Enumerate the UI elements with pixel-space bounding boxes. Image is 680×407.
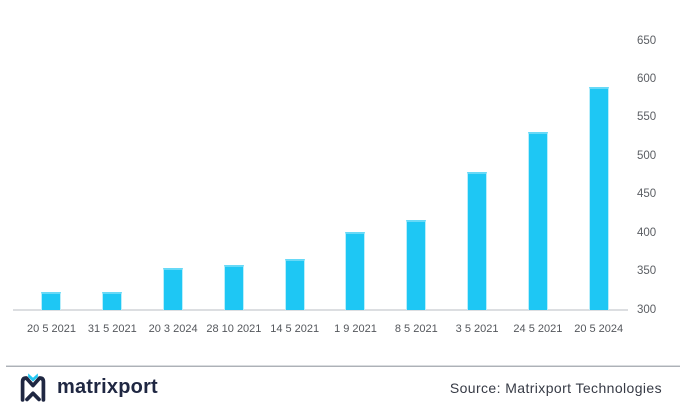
x-axis-line <box>13 309 628 311</box>
y-tick-label: 500 <box>637 149 657 162</box>
bar <box>102 291 123 310</box>
bar <box>406 220 427 310</box>
bar <box>588 87 609 310</box>
logo-wordmark: matrixport <box>57 376 158 398</box>
bar <box>223 265 244 310</box>
bar <box>345 232 366 310</box>
bar <box>467 171 487 310</box>
x-tick-label: 28 10 2021 <box>206 323 262 335</box>
x-tick-label: 3 5 2021 <box>455 323 499 335</box>
footer-divider <box>6 365 680 367</box>
y-tick-label: 550 <box>637 111 657 124</box>
x-tick-label: 14 5 2021 <box>270 323 320 335</box>
x-tick-label: 1 9 2021 <box>334 323 377 335</box>
x-tick-label: 8 5 2021 <box>394 323 438 335</box>
footer: matrixport Source: Matrixport Technologi… <box>18 368 662 407</box>
y-tick-label: 600 <box>637 72 657 85</box>
y-tick-label: 400 <box>637 226 657 239</box>
x-tick-label: 24 5 2021 <box>513 323 563 335</box>
x-tick-label: 20 3 2024 <box>148 323 198 335</box>
matrixport-logo: matrixport <box>18 372 158 403</box>
x-tick-label: 20 5 2021 <box>27 323 76 335</box>
matrixport-m-icon <box>20 373 46 402</box>
y-tick-label: 350 <box>637 265 657 278</box>
bar <box>41 292 62 310</box>
x-tick-label: 20 5 2024 <box>574 323 624 335</box>
bar <box>163 267 183 310</box>
y-tick-label: 450 <box>637 188 657 201</box>
bar <box>284 259 305 310</box>
x-tick-label: 31 5 2021 <box>87 323 137 335</box>
source-text: Source: Matrixport Technologies <box>449 379 662 396</box>
bar <box>527 131 548 310</box>
y-tick-label: 300 <box>637 303 657 316</box>
y-tick-label: 650 <box>637 34 657 47</box>
